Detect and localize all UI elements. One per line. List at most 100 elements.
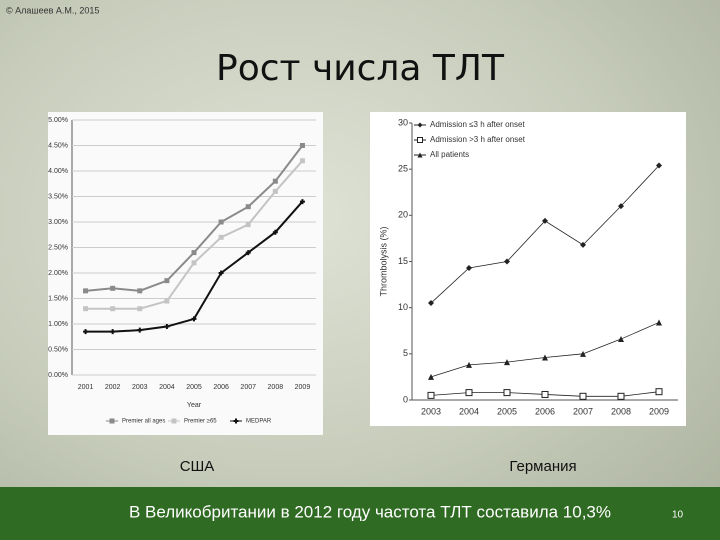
marker <box>137 306 143 312</box>
legend-marker <box>417 152 423 158</box>
marker <box>218 234 224 240</box>
x-tick-label: 2007 <box>573 406 593 416</box>
y-tick-label: 2.50% <box>48 244 68 251</box>
y-tick-label: 1.00% <box>48 321 68 328</box>
marker <box>164 324 170 330</box>
y-tick-label: 30 <box>398 117 408 127</box>
marker <box>272 178 278 184</box>
marker <box>299 143 305 148</box>
marker <box>656 319 662 326</box>
marker <box>272 188 278 194</box>
marker <box>191 250 197 256</box>
slide-title: Рост числа ТЛТ <box>216 48 505 89</box>
x-tick-label: 2004 <box>159 384 175 391</box>
y-tick-label: 0 <box>403 394 408 404</box>
marker <box>504 258 510 265</box>
legend-label: Premier all ages <box>122 419 165 425</box>
marker <box>83 306 89 312</box>
marker <box>542 217 548 224</box>
legend-marker <box>109 418 115 424</box>
marker <box>83 288 89 294</box>
marker <box>541 390 549 398</box>
marker <box>428 300 434 307</box>
y-tick-label: 3.50% <box>48 193 68 200</box>
marker <box>427 391 435 399</box>
footer-text: В Великобритании в 2012 году частота ТЛТ… <box>129 502 611 521</box>
x-axis-label: Year <box>187 402 202 409</box>
x-tick-label: 2005 <box>186 384 202 391</box>
x-tick-label: 2008 <box>268 384 284 391</box>
marker <box>299 199 305 205</box>
marker <box>580 350 586 357</box>
marker <box>83 329 89 335</box>
y-tick-label: 1.50% <box>48 295 68 302</box>
panel <box>370 112 686 426</box>
marker <box>245 222 251 228</box>
marker <box>617 392 625 400</box>
x-tick-label: 2004 <box>459 406 479 416</box>
marker <box>504 359 510 366</box>
y-tick-label: 15 <box>398 256 408 266</box>
marker <box>137 288 143 294</box>
y-tick-label: 25 <box>398 164 408 174</box>
marker <box>110 306 116 312</box>
page-number: 10 <box>672 510 684 521</box>
y-tick-label: 10 <box>398 302 408 312</box>
marker <box>299 158 305 164</box>
marker <box>579 392 587 400</box>
marker <box>245 204 251 210</box>
copyright: © Алашеев А.М., 2015 <box>6 5 99 15</box>
legend-marker <box>417 137 423 143</box>
marker <box>465 389 473 397</box>
x-tick-label: 2006 <box>535 406 555 416</box>
marker <box>218 270 224 276</box>
y-tick-label: 2.00% <box>48 270 68 277</box>
legend-marker <box>171 418 177 424</box>
y-tick-label: 0.50% <box>48 346 68 353</box>
legend-label: MEDPAR <box>246 419 272 425</box>
x-tick-label: 2005 <box>497 406 517 416</box>
chart-caption: США <box>180 458 215 475</box>
x-tick-label: 2007 <box>240 384 256 391</box>
x-tick-label: 2009 <box>295 384 311 391</box>
marker <box>137 327 143 333</box>
y-tick-label: 3.00% <box>48 219 68 226</box>
footer-bar <box>0 487 720 540</box>
x-tick-label: 2003 <box>421 406 441 416</box>
marker <box>164 278 170 284</box>
x-tick-label: 2009 <box>649 406 669 416</box>
marker <box>218 219 224 225</box>
legend-label: All patients <box>430 150 469 159</box>
marker <box>466 264 472 271</box>
legend-marker <box>233 418 239 424</box>
chart-caption: Германия <box>509 458 576 475</box>
y-tick-label: 0.00% <box>48 372 68 379</box>
x-tick-label: 2008 <box>611 406 631 416</box>
legend-label: Admission >3 h after onset <box>430 135 526 144</box>
marker <box>164 298 170 304</box>
y-tick-label: 4.50% <box>48 142 68 149</box>
x-tick-label: 2006 <box>213 384 229 391</box>
legend-label: Admission ≤3 h after onset <box>430 120 525 129</box>
y-tick-label: 5.00% <box>48 117 68 124</box>
y-axis-label: Thrombolysis (%) <box>378 226 388 296</box>
marker <box>542 354 548 361</box>
marker <box>655 388 663 396</box>
marker <box>618 203 624 210</box>
y-tick-label: 4.00% <box>48 168 68 175</box>
marker <box>110 285 116 291</box>
x-tick-label: 2001 <box>78 384 94 391</box>
marker <box>191 316 197 322</box>
marker <box>245 250 251 256</box>
legend-label: Premier ≥65 <box>184 419 217 425</box>
marker <box>272 229 278 235</box>
marker <box>428 373 434 380</box>
x-tick-label: 2002 <box>105 384 121 391</box>
y-tick-label: 20 <box>398 210 408 220</box>
x-tick-label: 2003 <box>132 384 148 391</box>
marker <box>580 241 586 248</box>
marker <box>656 162 662 169</box>
marker <box>466 361 472 368</box>
marker <box>110 329 116 335</box>
